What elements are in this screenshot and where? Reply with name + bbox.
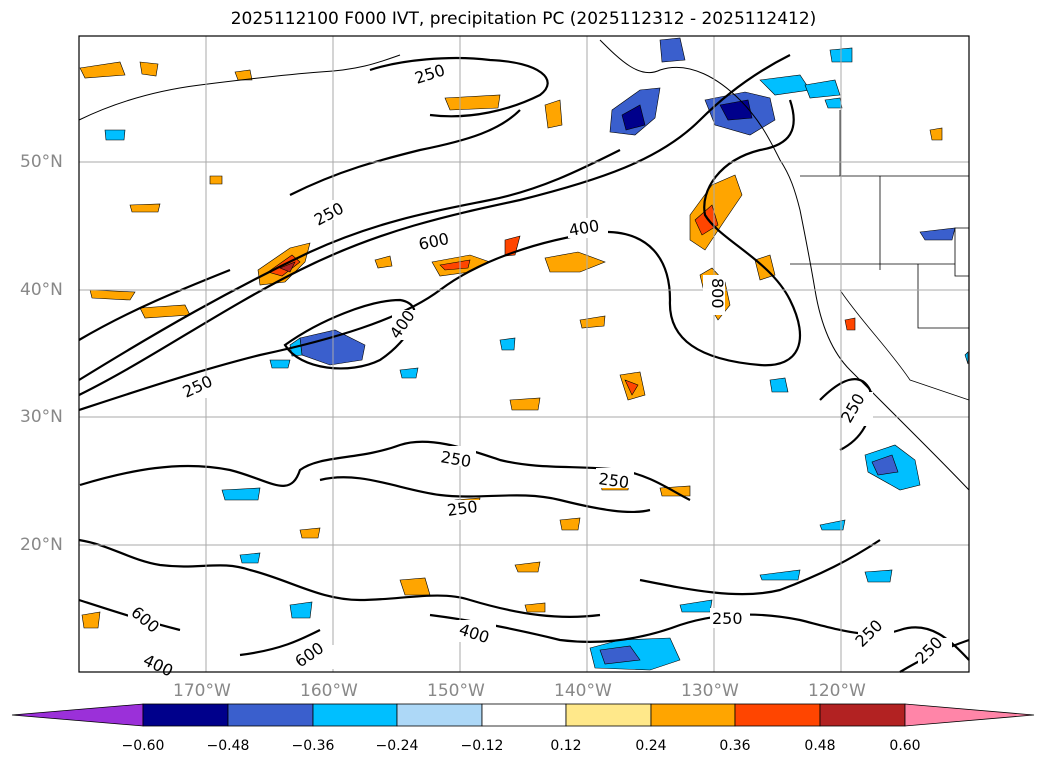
gridlines — [79, 36, 969, 672]
colorbar-tick: 0.12 — [550, 738, 582, 754]
colorbar-segment — [142, 703, 229, 727]
lat-label-30n: 30°N — [20, 407, 63, 427]
colorbar-tick: 0.36 — [719, 738, 751, 754]
precip-negative-blobs — [104, 37, 969, 671]
contour-label: 800 — [708, 278, 727, 309]
colorbar-tick: 0.48 — [804, 738, 836, 754]
colorbar-segment — [396, 703, 483, 727]
colorbar-tick: 0.60 — [889, 738, 921, 754]
map-background — [79, 36, 969, 672]
colorbar-tick: 0.24 — [635, 738, 667, 754]
lat-label-20n: 20°N — [20, 535, 63, 555]
colorbar-segment — [481, 703, 567, 727]
lat-label-40n: 40°N — [20, 280, 63, 300]
colorbar-tick: −0.12 — [460, 738, 504, 754]
colorbar-segment — [734, 703, 821, 727]
map-border — [78, 35, 970, 673]
colorbar — [11, 703, 1035, 727]
colorbar-tick: −0.36 — [291, 738, 335, 754]
colorbar-segment — [227, 703, 314, 727]
colorbar-extend-high — [904, 703, 1035, 727]
contour-label: 250 — [597, 469, 630, 492]
contour-label: 250 — [712, 609, 743, 628]
map-title: 2025112100 F000 IVT, precipitation PC (2… — [230, 9, 817, 29]
colorbar-tick: −0.48 — [206, 738, 250, 754]
lat-label-50n: 50°N — [20, 152, 63, 172]
lon-label-120w: 120°W — [808, 681, 866, 701]
lon-label-160w: 160°W — [300, 681, 358, 701]
contour-label: 250 — [446, 497, 479, 520]
lon-label-130w: 130°W — [681, 681, 739, 701]
coastline — [78, 39, 970, 491]
lon-label-170w: 170°W — [173, 681, 231, 701]
colorbar-tick: −0.60 — [121, 738, 165, 754]
colorbar-segment — [819, 703, 906, 727]
colorbar-extend-low — [11, 703, 144, 727]
lon-label-150w: 150°W — [427, 681, 485, 701]
colorbar-segment — [565, 703, 652, 727]
colorbar-segment — [312, 703, 398, 727]
lon-label-140w: 140°W — [554, 681, 612, 701]
colorbar-segment — [650, 703, 736, 727]
colorbar-tick: −0.24 — [375, 738, 419, 754]
contour-labels: 250 250 600 400 400 250 800 250 250 250 … — [127, 60, 952, 681]
